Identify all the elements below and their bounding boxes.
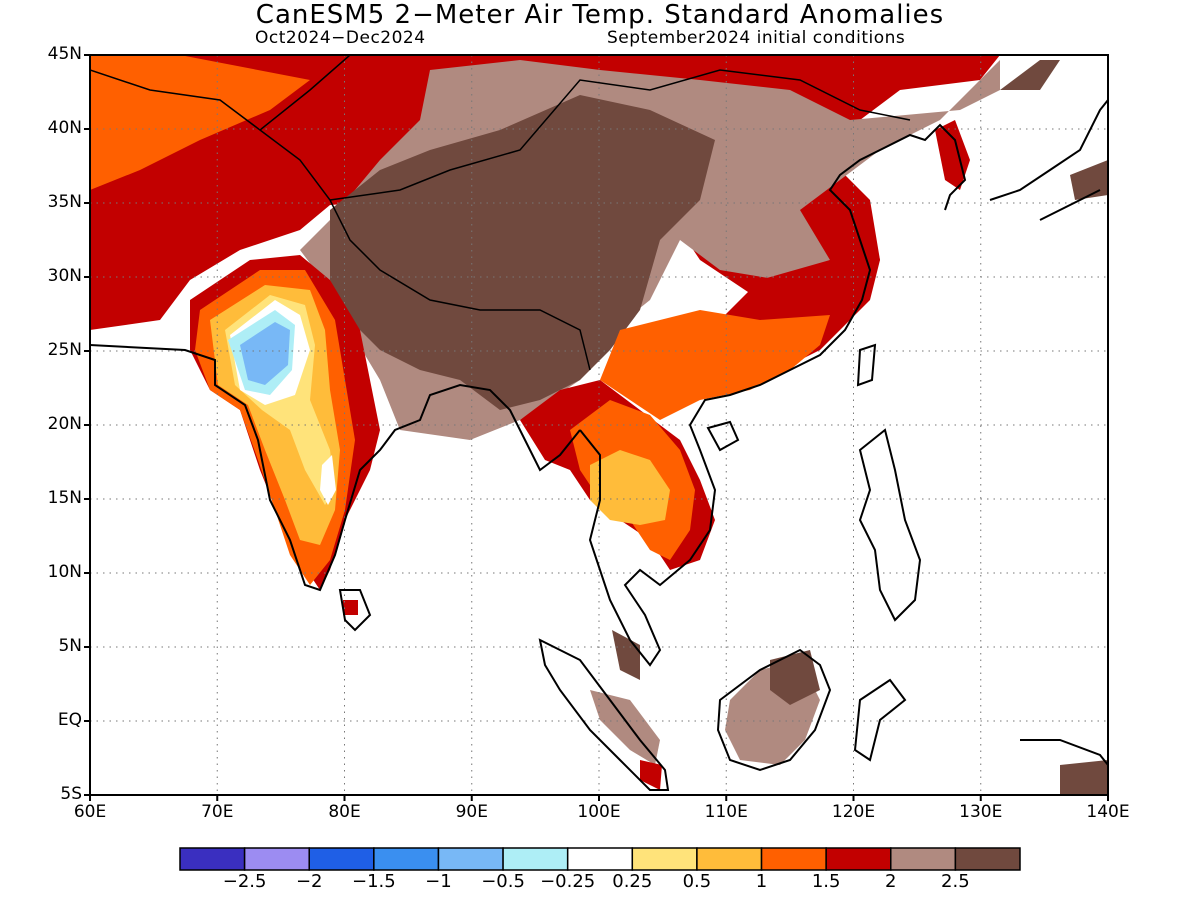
colorbar-swatch xyxy=(437,847,504,871)
anomaly-field xyxy=(90,55,1108,795)
lon-tick-label: 90E xyxy=(455,802,488,822)
colorbar-tick-label: 0.25 xyxy=(612,871,653,892)
colorbar xyxy=(179,847,1021,871)
lon-tick-label: 140E xyxy=(1086,802,1130,822)
map-title: CanESM5 2−Meter Air Temp. Standard Anoma… xyxy=(255,0,945,30)
coast-borneo xyxy=(716,648,832,772)
coast-indochina xyxy=(579,123,967,667)
lat-tick-label: 15N xyxy=(47,488,82,508)
field-white-india-south xyxy=(320,455,336,505)
colorbar-swatch xyxy=(566,847,634,871)
lon-tick-label: 120E xyxy=(831,802,876,822)
lat-tick-label: 40N xyxy=(47,118,82,138)
initial-conditions: September2024 initial conditions xyxy=(607,28,906,48)
field-brown-dark-borneo xyxy=(770,650,820,705)
lon-tick-label: 80E xyxy=(328,802,361,822)
axis-ticks xyxy=(84,54,1109,801)
coast-india xyxy=(90,344,581,592)
colorbar-swatch xyxy=(631,847,698,871)
lat-tick-label: EQ xyxy=(57,710,82,730)
colorbar-swatch xyxy=(373,847,440,871)
colorbar-swatch xyxy=(696,847,763,871)
lat-tick-label: 45N xyxy=(47,44,82,64)
field-brown-dark-malaya xyxy=(612,630,640,680)
colorbar-swatch xyxy=(760,847,827,871)
colorbar-tick-label: 1.5 xyxy=(811,871,841,892)
field-red-korea xyxy=(935,120,970,190)
colorbar-swatch xyxy=(890,847,957,871)
lat-tick-label: 5S xyxy=(60,784,82,804)
field-red-sumatra-south xyxy=(640,760,662,790)
lat-tick-label: 35N xyxy=(47,192,82,212)
colorbar-tick-label: 0.5 xyxy=(682,871,712,892)
colorbar-swatch xyxy=(825,847,892,871)
colorbar-tick-label: 1 xyxy=(755,871,768,892)
colorbar-tick-label: −2.5 xyxy=(222,871,267,892)
forecast-period: Oct2024−Dec2024 xyxy=(255,28,426,48)
lat-tick-label: 25N xyxy=(47,340,82,360)
coast-hainan xyxy=(706,420,740,452)
field-orange-south-china xyxy=(600,310,830,420)
field-brown-japan-south xyxy=(1070,160,1108,200)
coast-sulawesi xyxy=(853,678,907,762)
field-brown-sumatra xyxy=(590,690,660,765)
lon-tick-label: 100E xyxy=(577,802,621,822)
lon-tick-label: 130E xyxy=(959,802,1003,822)
colorbar-swatch xyxy=(502,847,569,871)
colorbar-tick-label: 2 xyxy=(885,871,897,892)
border-north xyxy=(90,55,911,371)
field-brown-new-guinea xyxy=(1060,760,1108,795)
coast-japan xyxy=(989,99,1108,221)
lon-tick-label: 60E xyxy=(73,802,107,822)
field-brown-dark-tibet xyxy=(330,95,715,410)
colorbar-swatch xyxy=(954,847,1021,871)
coast-sumatra xyxy=(538,638,670,791)
colorbar-tick-label: −2 xyxy=(295,871,323,892)
field-red-srilanka xyxy=(343,600,358,615)
colorbar-swatch xyxy=(243,847,310,871)
field-blue-india xyxy=(240,322,290,385)
colorbar-swatch xyxy=(308,847,375,871)
lat-tick-label: 30N xyxy=(47,266,82,286)
coastlines xyxy=(90,55,1108,791)
colorbar-tick-label: 2.5 xyxy=(941,871,970,892)
lon-tick-label: 70E xyxy=(201,802,234,822)
lat-tick-label: 5N xyxy=(58,636,82,656)
coast-new-guinea xyxy=(1020,739,1108,766)
lat-tick-label: 20N xyxy=(47,414,82,434)
colorbar-tick-label: −1.5 xyxy=(351,871,396,892)
lat-tick-label: 10N xyxy=(47,562,82,582)
field-brown-japan xyxy=(1000,60,1060,90)
coast-srilanka xyxy=(338,589,372,632)
coast-taiwan xyxy=(856,343,877,387)
colorbar-tick-label: −0.25 xyxy=(540,871,596,892)
field-yellow-indochina xyxy=(590,450,670,525)
colorbar-tick-label: −1 xyxy=(425,871,452,892)
lon-tick-label: 110E xyxy=(704,802,748,822)
coast-philippines xyxy=(858,428,922,622)
colorbar-swatch xyxy=(179,847,246,871)
colorbar-tick-label: −0.5 xyxy=(481,871,525,892)
